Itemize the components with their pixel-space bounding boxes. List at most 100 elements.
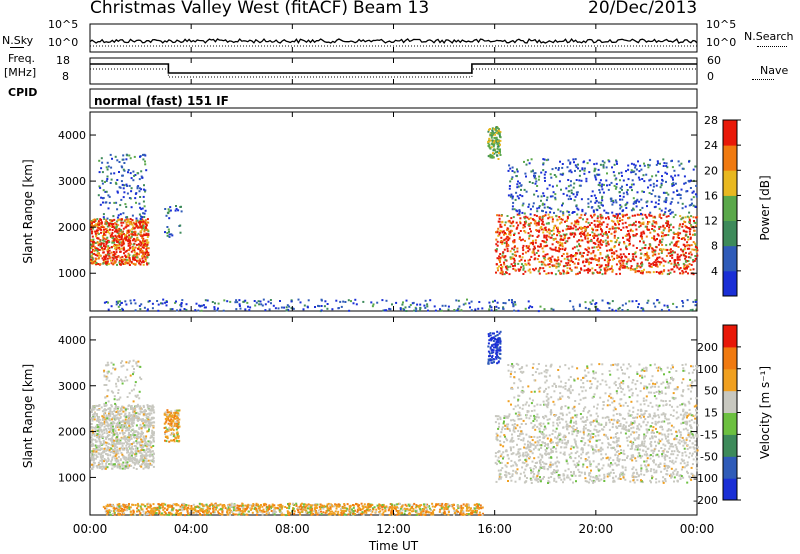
scatter-cell bbox=[152, 455, 155, 458]
scatter-cell bbox=[424, 306, 427, 309]
scatter-cell bbox=[122, 258, 125, 261]
scatter-cell bbox=[124, 465, 127, 468]
scatter-cell bbox=[170, 428, 173, 431]
scatter-cell bbox=[132, 221, 135, 224]
scatter-cell bbox=[123, 423, 126, 426]
scatter-cell bbox=[177, 409, 180, 412]
scatter-cell bbox=[165, 429, 168, 432]
scatter-cell bbox=[667, 215, 670, 218]
scatter-cell bbox=[536, 207, 539, 210]
scatter-cell bbox=[682, 250, 684, 253]
scatter-cell bbox=[675, 264, 678, 267]
scatter-cell bbox=[642, 191, 645, 193]
scatter-cell bbox=[149, 441, 152, 443]
scatter-cell bbox=[502, 307, 505, 310]
scatter-cell bbox=[626, 189, 629, 191]
scatter-cell bbox=[651, 223, 654, 226]
scatter-cell bbox=[115, 182, 118, 185]
scatter-cell bbox=[669, 254, 672, 257]
scatter-cell bbox=[694, 193, 697, 196]
scatter-cell bbox=[693, 233, 696, 236]
scatter-cell bbox=[488, 301, 491, 304]
scatter-cell bbox=[150, 446, 153, 449]
scatter-cell bbox=[692, 196, 695, 199]
scatter-cell bbox=[113, 463, 116, 466]
scatter-cell bbox=[506, 215, 509, 217]
scatter-cell bbox=[116, 433, 119, 436]
scatter-cell bbox=[100, 435, 103, 438]
scatter-cell bbox=[121, 242, 124, 245]
scatter-cell bbox=[668, 272, 670, 275]
scatter-cell bbox=[583, 264, 586, 267]
scatter-cell bbox=[139, 436, 142, 439]
scatter-cell bbox=[329, 510, 332, 513]
scatter-cell bbox=[105, 419, 108, 422]
scatter-cell bbox=[676, 258, 679, 261]
scatter-cell bbox=[95, 229, 98, 232]
scatter-cell bbox=[127, 421, 130, 424]
scatter-cell bbox=[112, 215, 115, 218]
scatter-cell bbox=[593, 237, 596, 239]
scatter-cell bbox=[680, 188, 683, 191]
scatter-cell bbox=[464, 302, 467, 305]
scatter-cell bbox=[642, 241, 645, 244]
scatter-cell bbox=[134, 302, 137, 305]
scatter-cell bbox=[492, 300, 494, 303]
scatter-cell bbox=[92, 438, 95, 441]
scatter-cell bbox=[166, 409, 169, 412]
scatter-cell bbox=[109, 423, 112, 426]
scatter-cell bbox=[565, 228, 568, 231]
scatter-cell bbox=[573, 246, 576, 249]
scatter-cell bbox=[498, 142, 501, 145]
scatter-cell bbox=[683, 244, 686, 247]
scatter-cell bbox=[687, 265, 690, 268]
scatter-cell bbox=[176, 435, 179, 438]
scatter-cell bbox=[571, 247, 574, 250]
scatter-cell bbox=[144, 419, 147, 422]
scatter-cell bbox=[137, 412, 140, 415]
scatter-cell bbox=[669, 248, 672, 251]
scatter-cell bbox=[573, 182, 576, 185]
scatter-cell bbox=[665, 215, 668, 218]
scatter-cell bbox=[142, 225, 145, 228]
scatter-cell bbox=[142, 422, 145, 425]
scatter-cell bbox=[143, 463, 146, 466]
scatter-cell bbox=[140, 465, 143, 468]
scatter-cell bbox=[104, 447, 107, 450]
scatter-cell bbox=[692, 300, 695, 303]
scatter-cell bbox=[111, 423, 114, 426]
scatter-cell bbox=[521, 246, 524, 249]
scatter-cell bbox=[688, 211, 691, 214]
scatter-cell bbox=[544, 214, 547, 217]
scatter-cell bbox=[91, 235, 94, 238]
scatter-cell bbox=[672, 251, 675, 254]
power-panel-plot bbox=[90, 126, 699, 313]
scatter-cell bbox=[659, 239, 662, 242]
scatter-cell bbox=[523, 230, 526, 232]
scatter-cell bbox=[113, 433, 116, 436]
scatter-cell bbox=[538, 206, 541, 209]
scatter-cell bbox=[487, 140, 490, 143]
scatter-cell bbox=[590, 195, 593, 197]
scatter-cell bbox=[98, 430, 101, 433]
scatter-cell bbox=[91, 232, 93, 235]
scatter-cell bbox=[140, 221, 143, 224]
scatter-cell bbox=[570, 192, 573, 194]
scatter-cell bbox=[123, 420, 126, 423]
scatter-cell bbox=[682, 262, 685, 265]
scatter-cell bbox=[656, 233, 659, 236]
scatter-cell bbox=[146, 412, 149, 415]
scatter-cell bbox=[110, 450, 113, 453]
scatter-cell bbox=[107, 246, 110, 249]
scatter-cell bbox=[661, 257, 664, 260]
scatter-cell bbox=[111, 231, 114, 234]
scatter-cell bbox=[139, 233, 142, 236]
scatter-cell bbox=[511, 208, 514, 211]
scatter-cell bbox=[169, 209, 172, 212]
scatter-cell bbox=[106, 435, 109, 437]
scatter-cell bbox=[135, 239, 138, 242]
scatter-cell bbox=[488, 155, 491, 158]
scatter-cell bbox=[619, 253, 622, 256]
scatter-cell bbox=[123, 162, 126, 164]
scatter-cell bbox=[625, 207, 628, 209]
